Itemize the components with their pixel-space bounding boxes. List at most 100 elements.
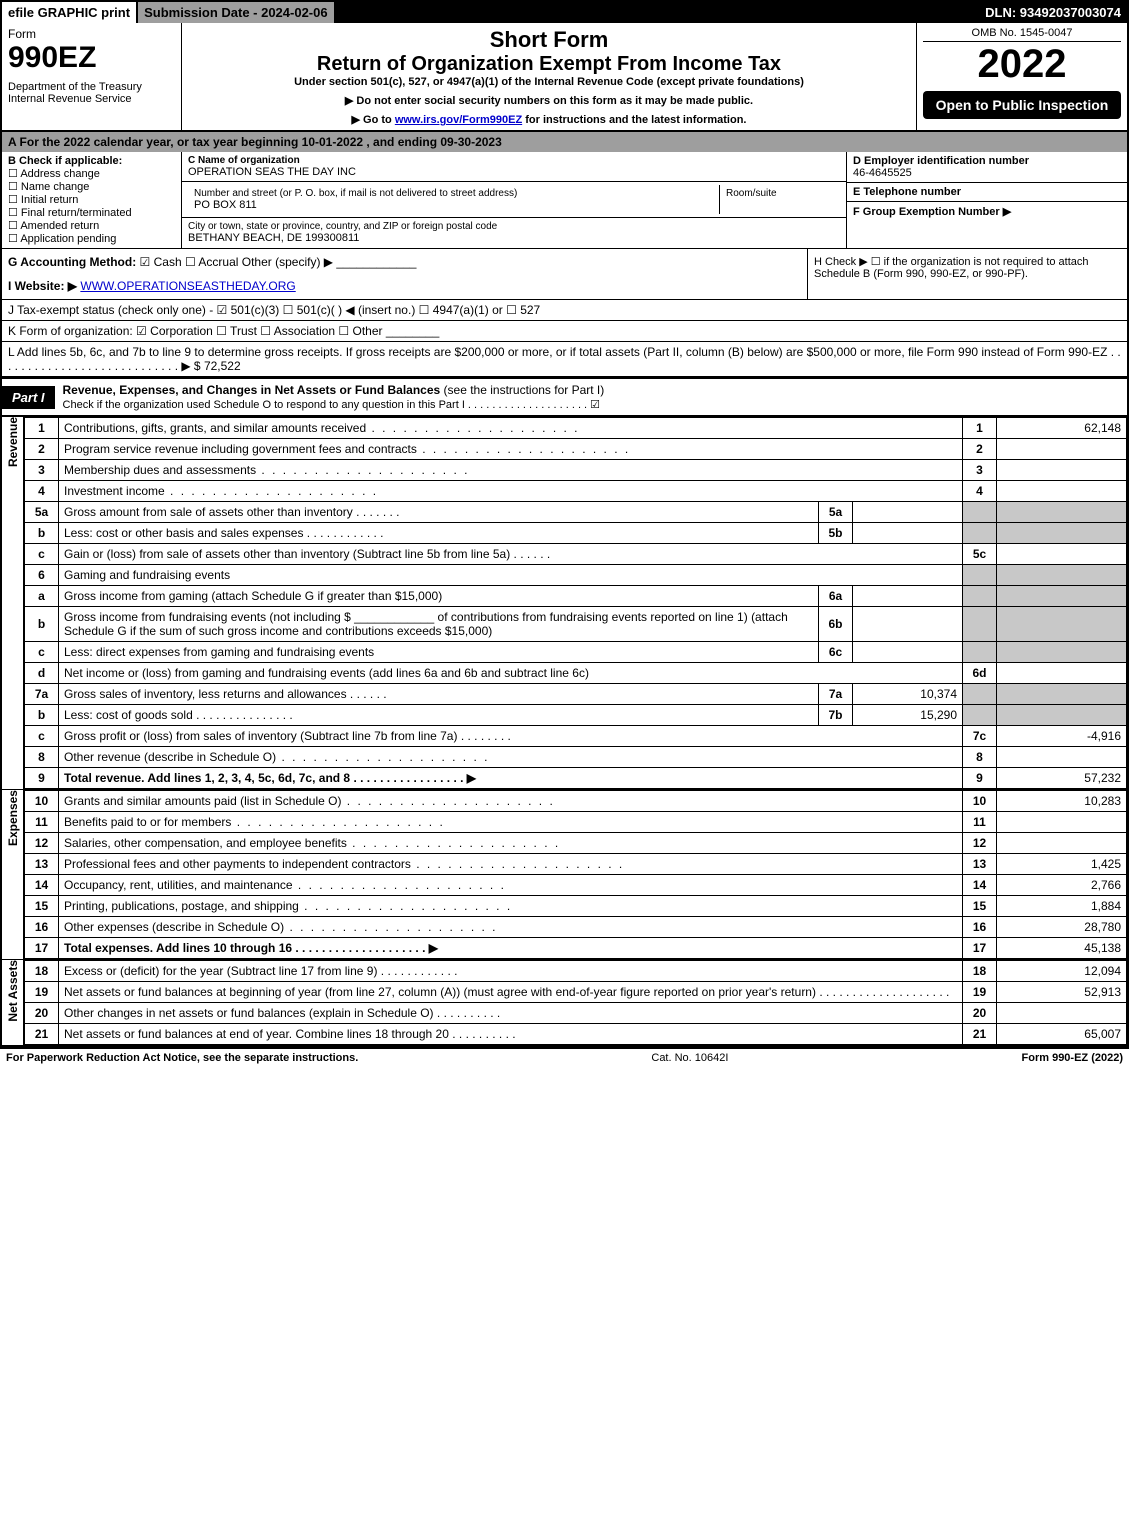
short-form-title: Short Form [188,27,910,53]
val-20 [997,1003,1127,1024]
footer: For Paperwork Reduction Act Notice, see … [0,1047,1129,1067]
topbar: efile GRAPHIC print Submission Date - 20… [2,2,1127,23]
line-10: 10Grants and similar amounts paid (list … [25,791,1127,812]
i-label: I Website: ▶ [8,279,77,293]
cat-no: Cat. No. 10642I [358,1052,1021,1064]
chk-address[interactable]: ☐ Address change [8,167,175,180]
line-5a: 5aGross amount from sale of assets other… [25,502,1127,523]
line-19: 19Net assets or fund balances at beginni… [25,982,1127,1003]
line-3: 3Membership dues and assessments3 [25,460,1127,481]
section-gh: G Accounting Method: ☑ Cash ☐ Accrual Ot… [2,249,1127,300]
line-17: 17Total expenses. Add lines 10 through 1… [25,938,1127,959]
line-6d: dNet income or (loss) from gaming and fu… [25,663,1127,684]
val-21: 65,007 [997,1024,1127,1045]
val-18: 12,094 [997,961,1127,982]
dept-treasury: Department of the Treasury Internal Reve… [8,81,175,105]
col-c: C Name of organization OPERATION SEAS TH… [182,152,847,248]
website-link[interactable]: WWW.OPERATIONSEASTHEDAY.ORG [80,279,295,293]
g-label: G Accounting Method: [8,255,136,269]
line-20: 20Other changes in net assets or fund ba… [25,1003,1127,1024]
val-14: 2,766 [997,875,1127,896]
val-5a [853,502,963,523]
line-7c: cGross profit or (loss) from sales of in… [25,726,1127,747]
d-label: D Employer identification number [853,155,1121,167]
line-12: 12Salaries, other compensation, and empl… [25,833,1127,854]
line-2: 2Program service revenue including gover… [25,439,1127,460]
line-15: 15Printing, publications, postage, and s… [25,896,1127,917]
row-a-tax-year: A For the 2022 calendar year, or tax yea… [2,132,1127,152]
part1-title: Revenue, Expenses, and Changes in Net As… [63,383,441,397]
city-label: City or town, state or province, country… [188,221,840,232]
line-5c: cGain or (loss) from sale of assets othe… [25,544,1127,565]
footer-form: Form 990-EZ (2022) [1022,1052,1123,1064]
val-12 [997,833,1127,854]
line-7b: bLess: cost of goods sold . . . . . . . … [25,705,1127,726]
val-19: 52,913 [997,982,1127,1003]
netassets-table: 18Excess or (deficit) for the year (Subt… [24,960,1127,1045]
chk-name[interactable]: ☐ Name change [8,180,175,193]
ein: 46-4645525 [853,167,1121,179]
dln: DLN: 93492037003074 [979,2,1127,23]
expenses-block: Expenses 10Grants and similar amounts pa… [2,789,1127,959]
omb-number: OMB No. 1545-0047 [923,27,1121,42]
row-h: H Check ▶ ☐ if the organization is not r… [807,249,1127,299]
line-1: 1Contributions, gifts, grants, and simil… [25,418,1127,439]
under-section: Under section 501(c), 527, or 4947(a)(1)… [188,76,910,88]
irs-link[interactable]: www.irs.gov/Form990EZ [395,114,522,126]
line-6c: cLess: direct expenses from gaming and f… [25,642,1127,663]
val-6c [853,642,963,663]
line-5b: bLess: cost or other basis and sales exp… [25,523,1127,544]
line-21: 21Net assets or fund balances at end of … [25,1024,1127,1045]
part1-tag: Part I [2,386,55,409]
open-inspection: Open to Public Inspection [923,91,1121,119]
form-number: 990EZ [8,41,175,75]
city-val: BETHANY BEACH, DE 199300811 [188,232,840,244]
netassets-vlabel: Net Assets [2,960,24,1045]
row-k: K Form of organization: ☑ Corporation ☐ … [2,321,1127,342]
val-7a: 10,374 [853,684,963,705]
line-7a: 7aGross sales of inventory, less returns… [25,684,1127,705]
street-val: PO BOX 811 [194,199,713,211]
expenses-table: 10Grants and similar amounts paid (list … [24,790,1127,959]
submission-date: Submission Date - 2024-02-06 [138,2,336,23]
warn-ssn: ▶ Do not enter social security numbers o… [188,94,910,107]
val-6b [853,607,963,642]
line-9: 9Total revenue. Add lines 1, 2, 3, 4, 5c… [25,768,1127,789]
goto-line: ▶ Go to www.irs.gov/Form990EZ for instru… [188,113,910,126]
footer-left: For Paperwork Reduction Act Notice, see … [6,1052,358,1064]
revenue-table: 1Contributions, gifts, grants, and simil… [24,417,1127,789]
efile-label: efile GRAPHIC print [2,2,138,23]
col-def: D Employer identification number 46-4645… [847,152,1127,248]
row-j: J Tax-exempt status (check only one) - ☑… [2,300,1127,321]
val-13: 1,425 [997,854,1127,875]
val-3 [997,460,1127,481]
val-2 [997,439,1127,460]
line-4: 4Investment income4 [25,481,1127,502]
val-4 [997,481,1127,502]
line-6: 6Gaming and fundraising events [25,565,1127,586]
part1-sub: (see the instructions for Part I) [444,383,605,397]
revenue-block: Revenue 1Contributions, gifts, grants, a… [2,416,1127,789]
val-7c: -4,916 [997,726,1127,747]
gross-receipts: 72,522 [204,359,241,373]
val-1: 62,148 [997,418,1127,439]
netassets-block: Net Assets 18Excess or (deficit) for the… [2,959,1127,1045]
room-label: Room/suite [726,188,834,199]
val-8 [997,747,1127,768]
col-b: B Check if applicable: ☐ Address change … [2,152,182,248]
val-6d [997,663,1127,684]
val-10: 10,283 [997,791,1127,812]
org-name: OPERATION SEAS THE DAY INC [188,166,840,178]
col-b-title: B Check if applicable: [8,155,175,167]
chk-pending[interactable]: ☐ Application pending [8,232,175,245]
c-label: C Name of organization [188,155,840,166]
f-label: F Group Exemption Number ▶ [853,206,1011,218]
chk-initial[interactable]: ☐ Initial return [8,193,175,206]
chk-amended[interactable]: ☐ Amended return [8,219,175,232]
line-6b: bGross income from fundraising events (n… [25,607,1127,642]
line-8: 8Other revenue (describe in Schedule O)8 [25,747,1127,768]
line-18: 18Excess or (deficit) for the year (Subt… [25,961,1127,982]
chk-final[interactable]: ☐ Final return/terminated [8,206,175,219]
line-13: 13Professional fees and other payments t… [25,854,1127,875]
e-label: E Telephone number [853,186,1121,198]
